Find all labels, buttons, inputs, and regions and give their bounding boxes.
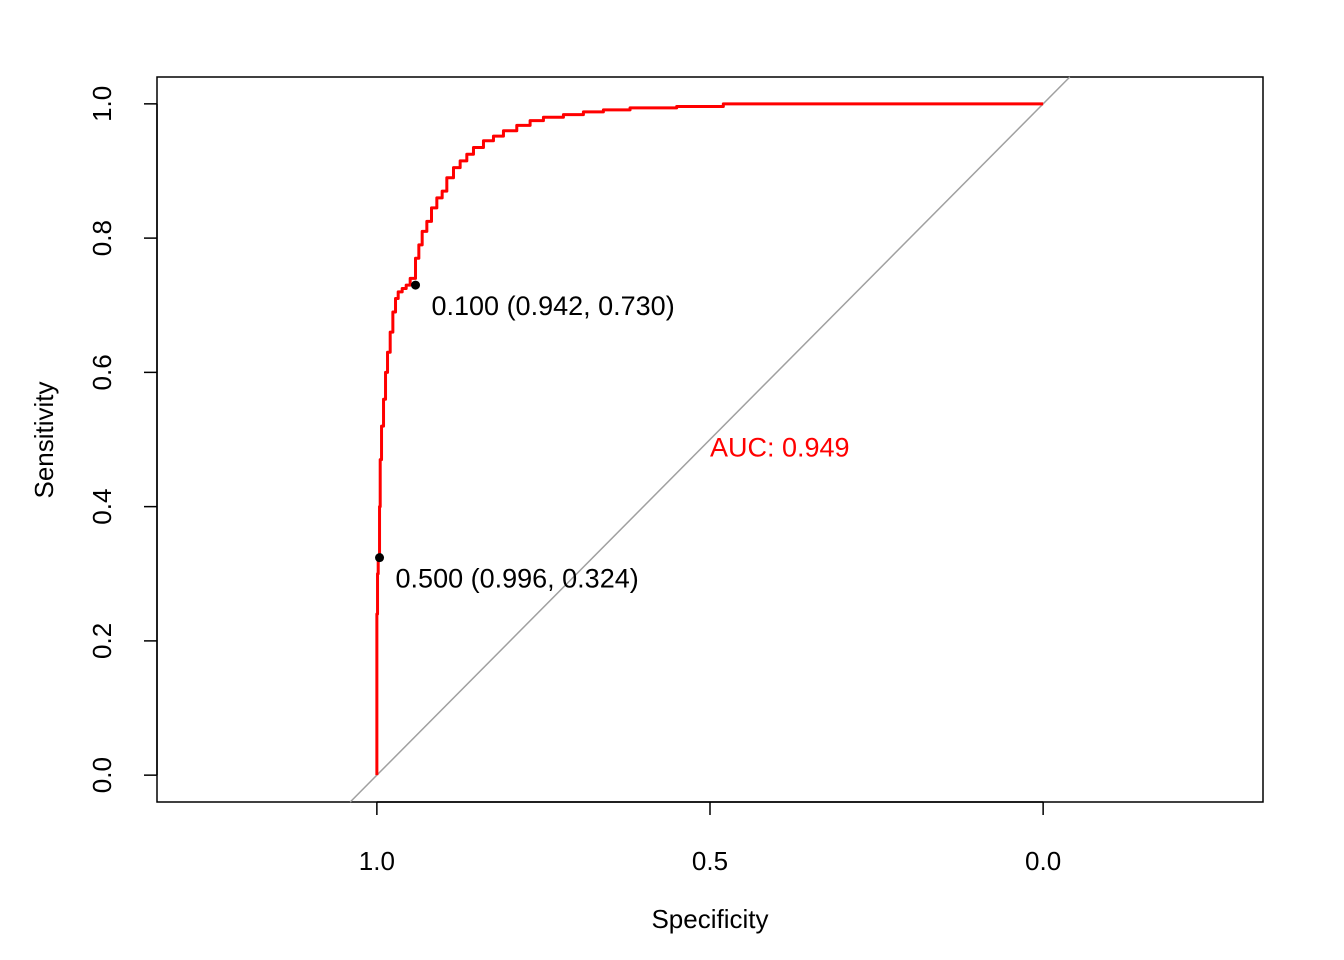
threshold-points: 0.500 (0.996, 0.324) 0.100 (0.942, 0.730): [375, 280, 675, 594]
reference-diagonal: [349, 76, 1071, 803]
auc-label: AUC: 0.949: [710, 432, 850, 462]
threshold-point: [375, 553, 385, 563]
threshold-label: 0.100 (0.942, 0.730): [432, 291, 675, 321]
y-axis-title: Sensitivity: [29, 381, 59, 498]
threshold-label: 0.500 (0.996, 0.324): [396, 564, 639, 594]
threshold-point: [411, 280, 421, 290]
x-axis: 1.0 0.5 0.0: [359, 801, 1061, 876]
y-tick-label: 0.4: [87, 489, 117, 525]
roc-curve: [375, 102, 1044, 776]
y-tick-label: 0.8: [87, 220, 117, 256]
y-tick-label: 1.0: [87, 86, 117, 122]
y-tick-label: 0.0: [87, 757, 117, 793]
y-tick-label: 0.6: [87, 354, 117, 390]
x-tick-label: 0.5: [692, 846, 728, 876]
x-tick-label: 1.0: [359, 846, 395, 876]
x-axis-title: Specificity: [651, 904, 768, 934]
y-axis: 0.0 0.2 0.4 0.6 0.8 1.0: [87, 86, 158, 793]
x-tick-label: 0.0: [1025, 846, 1061, 876]
y-tick-label: 0.2: [87, 623, 117, 659]
